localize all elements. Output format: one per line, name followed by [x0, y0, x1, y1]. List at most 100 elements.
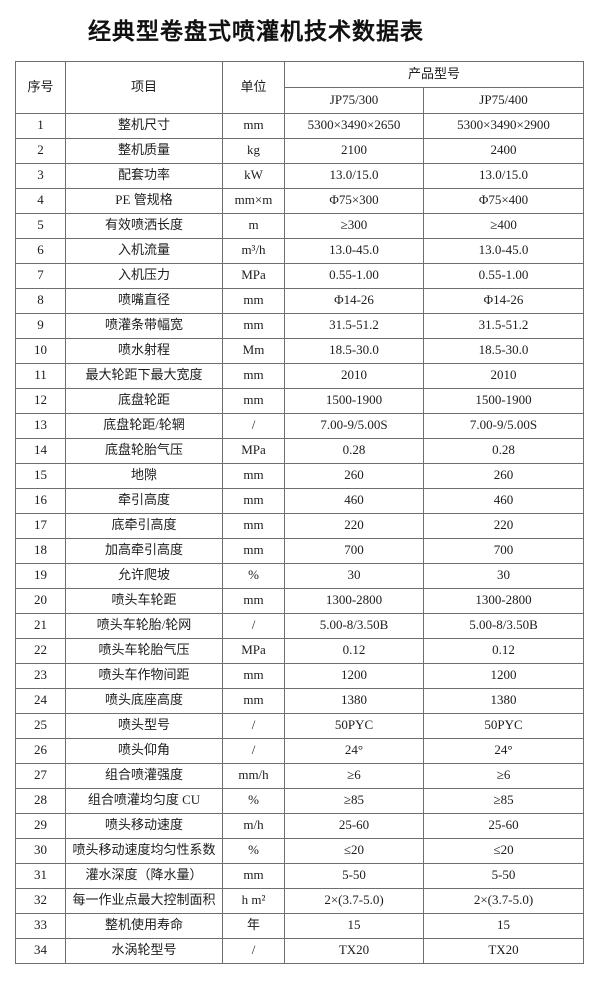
row-value-jp75-300: 2×(3.7-5.0) — [284, 887, 424, 914]
row-unit: m — [222, 212, 285, 239]
row-unit: mm×m — [222, 187, 285, 214]
row-item-label: 每一作业点最大控制面积 — [65, 887, 223, 914]
row-unit: m³/h — [222, 237, 285, 264]
row-value-jp75-300: 18.5-30.0 — [284, 337, 424, 364]
row-item-label: 底盘轮距 — [65, 387, 223, 414]
row-unit: % — [222, 787, 285, 814]
row-index: 11 — [15, 362, 66, 389]
row-unit: mm — [222, 287, 285, 314]
row-index: 32 — [15, 887, 66, 914]
table-row: 17 底牵引高度 mm 220 220 — [15, 512, 585, 539]
row-unit: mm — [222, 662, 285, 689]
row-item-label: 整机质量 — [65, 137, 223, 164]
row-value-jp75-300: 13.0/15.0 — [284, 162, 424, 189]
row-item-label: 底盘轮胎气压 — [65, 437, 223, 464]
table-row: 25 喷头型号/50PYC 50PYC — [15, 712, 585, 739]
row-index: 25 — [15, 712, 66, 739]
table-row: 13 底盘轮距/轮辋/7.00-9/5.00S 7.00-9/5.00S — [15, 412, 585, 439]
row-item-label: 喷头车轮距 — [65, 587, 223, 614]
row-value-jp75-300: 0.28 — [284, 437, 424, 464]
row-value-jp75-400: 50PYC — [422, 712, 585, 739]
row-value-jp75-400: 15 — [422, 912, 585, 939]
row-unit: % — [222, 562, 285, 589]
row-unit: / — [222, 712, 285, 739]
row-index: 17 — [15, 512, 66, 539]
table-row: 12 底盘轮距 mm 1500-1900 1500-1900 — [15, 387, 585, 414]
row-unit: mm — [222, 462, 285, 489]
row-value-jp75-400: 2×(3.7-5.0) — [422, 887, 585, 914]
row-index: 24 — [15, 687, 66, 714]
row-value-jp75-300: 5300×3490×2650 — [284, 112, 424, 139]
row-item-label: 地隙 — [65, 462, 223, 489]
table-row: 19 允许爬坡% 30 30 — [15, 562, 585, 589]
row-value-jp75-300: 0.55-1.00 — [284, 262, 424, 289]
row-item-label: 喷灌条带幅宽 — [65, 312, 223, 339]
row-item-label: 灌水深度（降水量） — [65, 862, 223, 889]
row-unit: mm — [222, 687, 285, 714]
header-model-group: 产品型号 — [283, 60, 585, 88]
header-model-jp75-400: JP75/400 — [422, 86, 585, 114]
row-item-label: 喷头车轮胎/轮网 — [65, 612, 223, 639]
row-index: 5 — [15, 212, 66, 239]
row-unit: mm — [222, 587, 285, 614]
table-row: 23 喷头车作物间距 mm 1200 1200 — [15, 662, 585, 689]
row-index: 28 — [15, 787, 66, 814]
table-row: 10 喷水射程 Mm 18.5-30.0 18.5-30.0 — [15, 337, 585, 364]
table-row: 15 地隙 mm 260 260 — [15, 462, 585, 489]
row-item-label: 整机尺寸 — [65, 112, 223, 139]
row-value-jp75-400: 5300×3490×2900 — [422, 112, 585, 139]
row-index: 14 — [15, 437, 66, 464]
row-item-label: PE 管规格 — [65, 187, 223, 214]
row-index: 1 — [15, 112, 66, 139]
row-value-jp75-400: 24° — [422, 737, 585, 764]
table-row: 8 喷嘴直径 mm Φ14-26 Φ14-26 — [15, 287, 585, 314]
row-value-jp75-400: 0.12 — [422, 637, 585, 664]
row-value-jp75-300: 2100 — [284, 137, 424, 164]
row-item-label: 喷水射程 — [65, 337, 223, 364]
row-item-label: 喷头型号 — [65, 712, 223, 739]
row-index: 12 — [15, 387, 66, 414]
table-row: 7 入机压力 MPa 0.55-1.00 0.55-1.00 — [15, 262, 585, 289]
row-value-jp75-300: 31.5-51.2 — [284, 312, 424, 339]
row-value-jp75-300: 700 — [284, 537, 424, 564]
row-index: 9 — [15, 312, 66, 339]
row-index: 27 — [15, 762, 66, 789]
row-index: 29 — [15, 812, 66, 839]
row-value-jp75-300: Φ14-26 — [284, 287, 424, 314]
row-value-jp75-400: 18.5-30.0 — [422, 337, 585, 364]
row-unit: m/h — [222, 812, 285, 839]
row-item-label: 喷头底座高度 — [65, 687, 223, 714]
row-item-label: 组合喷灌强度 — [65, 762, 223, 789]
row-unit: mm — [222, 512, 285, 539]
row-unit: mm — [222, 112, 285, 139]
row-value-jp75-300: 2010 — [284, 362, 424, 389]
row-index: 10 — [15, 337, 66, 364]
table-row: 18 加高牵引高度 mm 700 700 — [15, 537, 585, 564]
row-value-jp75-400: 260 — [422, 462, 585, 489]
row-value-jp75-400: 5-50 — [422, 862, 585, 889]
row-value-jp75-300: Φ75×300 — [284, 187, 424, 214]
row-item-label: 喷头移动速度 — [65, 812, 223, 839]
row-value-jp75-300: 1300-2800 — [284, 587, 424, 614]
row-value-jp75-300: TX20 — [284, 937, 424, 964]
table-row: 30 喷头移动速度均匀性系数% ≤20 ≤20 — [15, 837, 585, 864]
row-item-label: 底牵引高度 — [65, 512, 223, 539]
row-value-jp75-400: TX20 — [422, 937, 585, 964]
row-unit: / — [222, 937, 285, 964]
row-index: 26 — [15, 737, 66, 764]
table-row: 1 整机尺寸 mm 5300×3490×2650 5300×3490×2900 — [15, 112, 585, 139]
table-row: 6 入机流量 m³/h 13.0-45.0 13.0-45.0 — [15, 237, 585, 264]
row-value-jp75-400: 5.00-8/3.50B — [422, 612, 585, 639]
row-value-jp75-400: Φ14-26 — [422, 287, 585, 314]
table-row: 20 喷头车轮距 mm 1300-2800 1300-2800 — [15, 587, 585, 614]
table-row: 21 喷头车轮胎/轮网/5.00-8/3.50B 5.00-8/3.50B — [15, 612, 585, 639]
row-value-jp75-400: 2400 — [422, 137, 585, 164]
row-unit: MPa — [222, 637, 285, 664]
row-unit: % — [222, 837, 285, 864]
row-item-label: 允许爬坡 — [65, 562, 223, 589]
row-unit: mm — [222, 312, 285, 339]
row-value-jp75-400: 1500-1900 — [422, 387, 585, 414]
table-row: 33 整机使用寿命年 15 15 — [15, 912, 585, 939]
row-index: 6 — [15, 237, 66, 264]
